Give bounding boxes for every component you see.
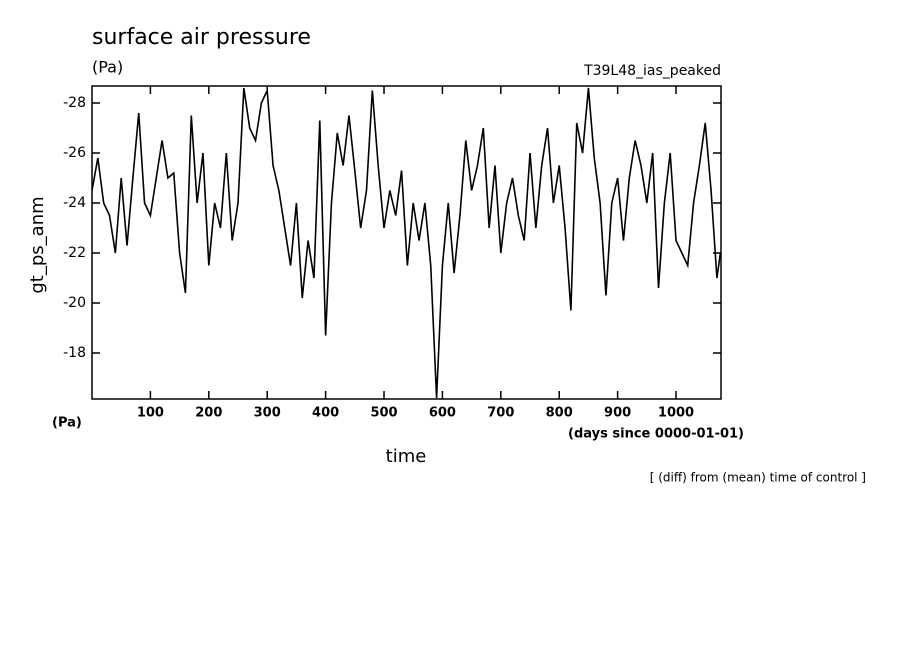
x-unit: (days since 0000-01-01) bbox=[568, 427, 744, 442]
x-tick-label: 800 bbox=[546, 406, 573, 421]
y-tick-label: -26 bbox=[63, 145, 86, 161]
x-tick-label: 600 bbox=[429, 406, 456, 421]
x-tick-label: 700 bbox=[487, 406, 514, 421]
x-tick-label: 100 bbox=[137, 406, 164, 421]
x-tick-label: 200 bbox=[195, 406, 222, 421]
y-tick-label: -24 bbox=[63, 195, 86, 211]
y-tick-label: -20 bbox=[63, 295, 86, 311]
x-axis-label: time bbox=[386, 446, 427, 467]
run-label: T39L48_ias_peaked bbox=[583, 63, 721, 79]
x-tick-label: 400 bbox=[312, 406, 339, 421]
subtitle: (Pa) bbox=[92, 58, 123, 77]
plot-frame bbox=[91, 85, 722, 400]
x-tick-label: 900 bbox=[604, 406, 631, 421]
x-tick-label: 300 bbox=[254, 406, 281, 421]
y-tick-label: -28 bbox=[63, 95, 86, 111]
chart-title: surface air pressure bbox=[92, 25, 311, 50]
note: [ (diff) from (mean) time of control ] bbox=[650, 471, 866, 485]
x-tick-label: 1000 bbox=[658, 406, 694, 421]
y-unit: (Pa) bbox=[52, 416, 82, 431]
data-line bbox=[92, 87, 721, 399]
y-tick-label: -18 bbox=[63, 345, 86, 361]
y-axis-label: gt_ps_anm bbox=[27, 196, 48, 293]
y-tick-label: -22 bbox=[63, 245, 86, 261]
x-tick-label: 500 bbox=[370, 406, 397, 421]
